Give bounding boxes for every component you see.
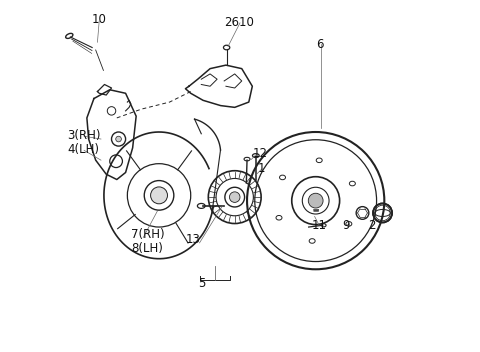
Text: 2610: 2610 [224,17,254,29]
Text: 5: 5 [198,277,205,290]
Text: 6: 6 [316,38,323,50]
Circle shape [116,136,121,142]
Text: 4(LH): 4(LH) [68,143,99,156]
Text: 8(LH): 8(LH) [131,242,163,254]
Text: 10: 10 [92,13,107,26]
Text: 9: 9 [342,219,349,232]
Text: 1: 1 [258,162,265,175]
Circle shape [308,193,323,208]
Text: 3(RH): 3(RH) [68,129,101,142]
Text: 13: 13 [185,233,200,246]
Text: 11: 11 [312,219,327,232]
Circle shape [229,192,240,202]
Text: 7(RH): 7(RH) [131,228,165,240]
Circle shape [151,187,168,204]
Text: 12: 12 [252,147,267,159]
Text: 2: 2 [369,219,376,232]
